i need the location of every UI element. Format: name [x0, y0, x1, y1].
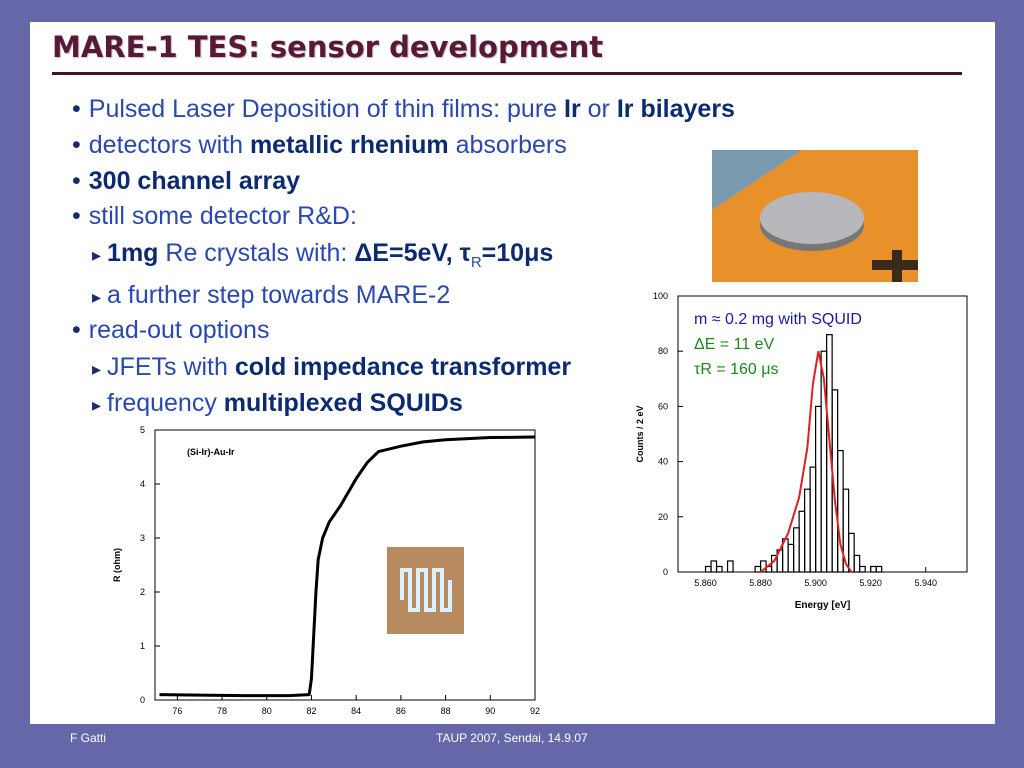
x-tick-label: 84: [351, 706, 361, 716]
x-tick-label: 5.880: [749, 578, 772, 588]
x-tick-label: 78: [217, 706, 227, 716]
histogram-bar: [754, 565, 762, 573]
plot-frame: [154, 429, 536, 701]
x-tick-label: 5.940: [914, 578, 937, 588]
bullet-text: metallic rhenium: [249, 131, 449, 159]
y-tick-label: 20: [658, 512, 668, 522]
photo: [712, 150, 918, 282]
bullet-text: 1mg: [107, 239, 159, 267]
bullet-text: =10μs: [481, 239, 554, 267]
y-tick-label: 1: [140, 641, 145, 651]
x-tick-label: 88: [441, 706, 451, 716]
y-tick-label: 40: [658, 457, 668, 467]
histogram-bar: [787, 543, 795, 573]
y-tick-label: 80: [658, 346, 668, 356]
bullet: 1mg Re crystals with: ΔE=5eV, τR=10μs: [92, 239, 553, 271]
histogram-bar: [704, 565, 712, 573]
y-tick-label: 4: [140, 479, 145, 489]
slide-title: MARE-1 TES: sensor development: [52, 30, 604, 64]
bullet-text: R: [470, 254, 482, 271]
histogram-bar: [853, 554, 861, 573]
bullet-text: a further step towards MARE-2: [107, 281, 451, 309]
bullet: still some detector R&D:: [72, 202, 357, 231]
y-axis-label: Counts / 2 eV: [635, 405, 645, 462]
data-line: [159, 435, 536, 698]
y-tick-label: 3: [140, 533, 145, 543]
bullet: read-out options: [72, 316, 270, 345]
histogram-bar: [875, 565, 883, 573]
bullet-text: Ir: [564, 95, 581, 123]
y-axis-label: R (ohm): [112, 548, 122, 582]
bullet-text: detectors with: [88, 131, 250, 159]
histogram-bar: [859, 565, 866, 573]
bullet-text: multiplexed SQUIDs: [223, 389, 463, 417]
histogram-bar: [870, 565, 877, 573]
histogram-bar: [726, 560, 734, 573]
x-tick-label: 5.900: [804, 578, 827, 588]
x-tick-label: 5.860: [694, 578, 717, 588]
bullet: JFETs with cold impedance transformer: [92, 353, 571, 382]
bullet: Pulsed Laser Deposition of thin films: p…: [72, 95, 735, 124]
y-tick-label: 0: [140, 695, 145, 705]
footer-event: TAUP 2007, Sendai, 14.9.07: [436, 731, 588, 745]
histogram-bar: [798, 510, 806, 573]
bullet-text: absorbers: [448, 131, 567, 159]
histogram-bar: [842, 488, 850, 573]
y-tick-label: 0: [663, 567, 668, 577]
histogram-bar: [792, 527, 800, 573]
histogram-bar: [710, 560, 718, 573]
x-tick-label: 5.920: [859, 578, 882, 588]
annotation: τR = 160 μs: [694, 361, 778, 378]
footer-author: F Gatti: [70, 731, 107, 745]
bullet: frequency multiplexed SQUIDs: [92, 389, 463, 418]
bullet-text: frequency: [107, 389, 224, 417]
bullet-text: ΔE=5eV, τ: [354, 239, 471, 267]
bullet-text: JFETs with: [107, 353, 235, 381]
bullet: detectors with metallic rhenium absorber…: [72, 131, 567, 160]
x-tick-label: 82: [306, 706, 316, 716]
x-tick-label: 80: [262, 706, 272, 716]
fit-curve: [759, 351, 853, 573]
bullet: 300 channel array: [72, 167, 300, 196]
bullet-text: cold impedance transformer: [234, 353, 572, 381]
annotation: (Si-Ir)-Au-Ir: [187, 447, 235, 457]
y-tick-label: 60: [658, 401, 668, 411]
y-tick-label: 5: [140, 425, 145, 435]
bullet: a further step towards MARE-2: [92, 281, 450, 310]
bullet-text: 300 channel array: [88, 167, 301, 195]
histogram-bar: [804, 488, 811, 573]
annotation: m ≈ 0.2 mg with SQUID: [694, 311, 862, 328]
y-tick-label: 100: [653, 291, 668, 301]
x-tick-label: 92: [530, 706, 540, 716]
histogram-bar: [848, 532, 855, 573]
x-tick-label: 90: [485, 706, 495, 716]
y-tick-label: 2: [140, 587, 145, 597]
bullet-text: Pulsed Laser Deposition of thin films: p…: [88, 95, 565, 123]
bullet-text: or: [580, 95, 617, 123]
bullet-text: Re crystals with:: [158, 239, 355, 267]
bullet-text: still some detector R&D:: [88, 202, 357, 230]
x-tick-label: 86: [396, 706, 406, 716]
bullet-text: Ir bilayers: [616, 95, 735, 123]
bullet-text: read-out options: [88, 316, 270, 344]
x-tick-label: 76: [172, 706, 182, 716]
histogram-bar: [809, 466, 817, 573]
title-rule: [52, 72, 962, 75]
x-axis-label: Energy [eV]: [795, 600, 851, 611]
histogram-bar: [815, 405, 822, 573]
sensor-photo: [387, 547, 464, 634]
annotation: ΔE = 11 eV: [694, 336, 775, 353]
histogram-bar: [715, 565, 723, 573]
